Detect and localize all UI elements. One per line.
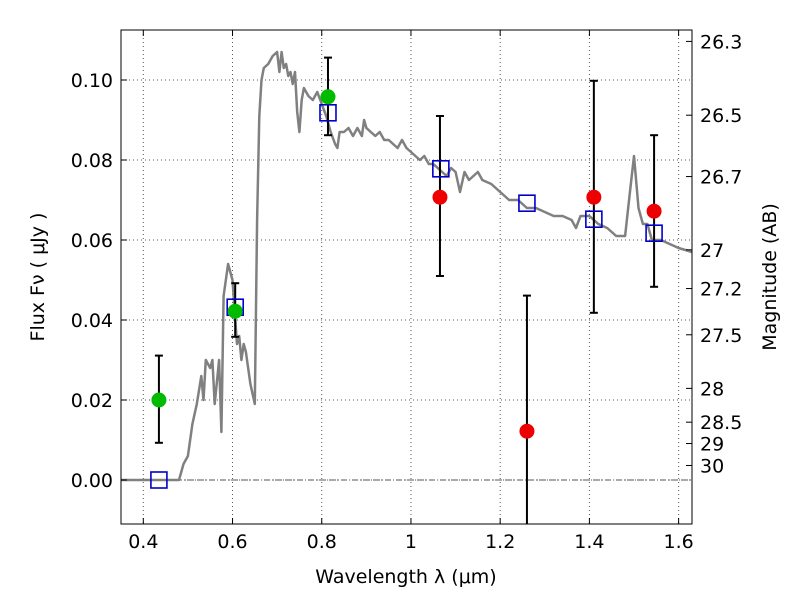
model-spectrum-line — [121, 50, 693, 482]
y-tick-label-3: 0.06 — [71, 230, 113, 252]
magnitude-tick-label-2: 26.7 — [700, 167, 742, 189]
plot-background — [121, 30, 692, 524]
data-point-square-6 — [645, 224, 663, 242]
x-tick-label-0: 0.4 — [128, 531, 158, 553]
data-point-square-3 — [432, 160, 450, 178]
magnitude-tick-label-7: 28.5 — [700, 412, 742, 434]
data-point-square-0 — [150, 471, 168, 489]
y-tick-label-1: 0.02 — [71, 390, 113, 412]
data-point-red-2 — [586, 189, 602, 205]
data-point-square-2 — [319, 104, 337, 122]
y-tick-label-5: 0.10 — [71, 70, 113, 92]
data-point-green-2 — [320, 89, 336, 105]
x-tick-label-2: 0.8 — [307, 531, 337, 553]
x-tick-label-1: 0.6 — [217, 531, 247, 553]
x-tick-label-3: 1 — [405, 531, 417, 553]
magnitude-tick-label-1: 26.5 — [700, 105, 742, 127]
data-point-red-0 — [432, 189, 448, 205]
magnitude-tick-label-4: 27.2 — [700, 279, 742, 301]
data-point-square-5 — [585, 210, 603, 228]
data-point-green-0 — [151, 392, 167, 408]
magnitude-tick-label-9: 30 — [700, 455, 724, 477]
y-tick-label-2: 0.04 — [71, 310, 113, 332]
y-axis-ticks: 0.00 0.02 0.04 0.06 0.08 0.10 — [71, 70, 127, 492]
magnitude-axis-label: Magnitude (AB) — [759, 203, 781, 351]
magnitude-tick-label-8: 29 — [700, 434, 724, 456]
data-point-square-4 — [518, 194, 536, 212]
data-point-green-1 — [227, 303, 243, 319]
x-axis-ticks: 0.4 0.6 0.8 1 1.2 1.4 1.6 — [128, 30, 694, 553]
markers — [150, 89, 663, 489]
magnitude-tick-label-0: 26.3 — [700, 31, 742, 53]
y-tick-label-4: 0.08 — [71, 150, 113, 172]
magnitude-tick-label-6: 28 — [700, 378, 724, 400]
magnitude-tick-label-5: 27.5 — [700, 325, 742, 347]
plot-frame — [120, 29, 693, 525]
x-tick-label-6: 1.6 — [664, 531, 694, 553]
data-point-red-1 — [519, 423, 535, 439]
y-tick-label-0: 0.00 — [71, 470, 113, 492]
y-axis-label: Flux Fν ( μJy ) — [27, 213, 49, 342]
errorbars — [154, 56, 659, 524]
x-tick-label-4: 1.2 — [485, 531, 515, 553]
data-point-red-3 — [646, 203, 662, 219]
magnitude-tick-label-3: 27 — [700, 240, 724, 262]
x-tick-label-5: 1.4 — [574, 531, 604, 553]
x-axis-label: Wavelength λ (μm) — [315, 566, 496, 588]
